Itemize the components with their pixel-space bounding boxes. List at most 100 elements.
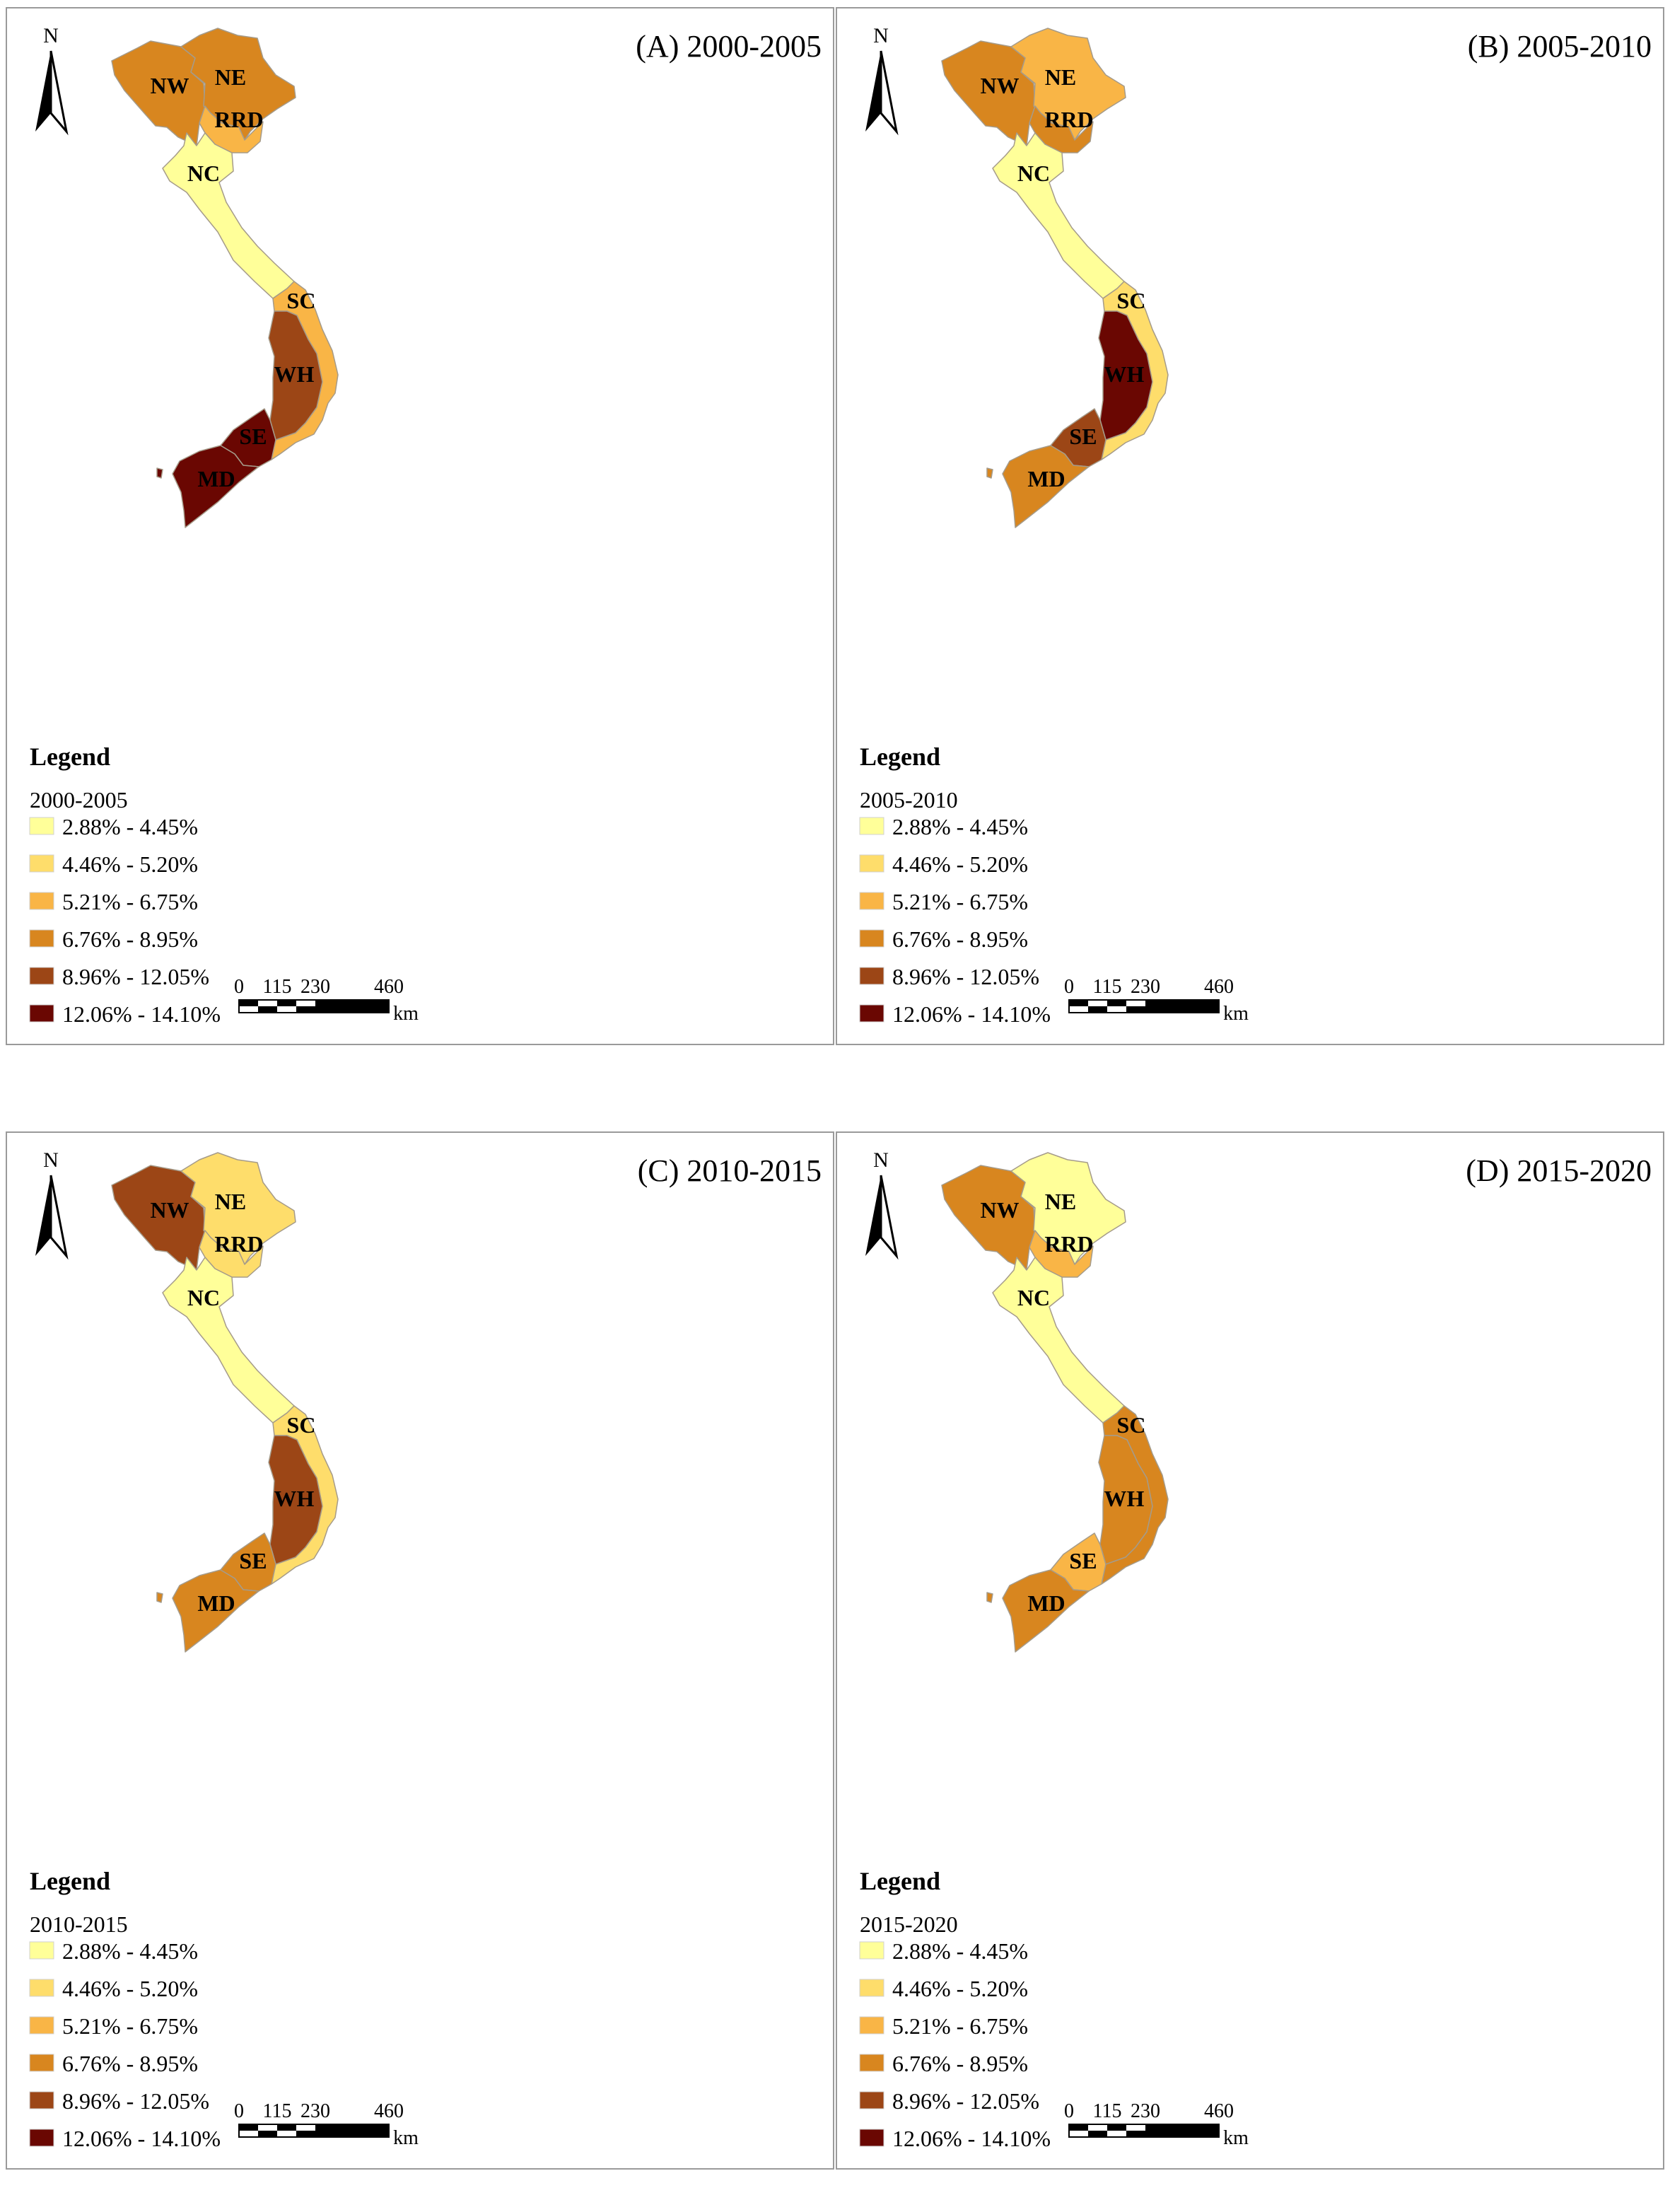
legend-item-label: 8.96% - 12.05% bbox=[62, 964, 209, 989]
map-panel-c: (C) 2010-2015 N NW NE RRD NC SC WH bbox=[6, 1131, 834, 2170]
legend-period: 2005-2010 bbox=[860, 787, 958, 813]
scale-tick-230: 230 bbox=[1131, 976, 1160, 998]
region-md bbox=[172, 445, 259, 528]
scale-tick-230: 230 bbox=[1131, 2100, 1160, 2122]
region-label-rrd: RRD bbox=[214, 107, 263, 132]
legend-swatch bbox=[29, 2016, 54, 2035]
map-panel-b: (B) 2005-2010 N NW NE RRD NC SC WH bbox=[836, 7, 1664, 1045]
scale-tick-115: 115 bbox=[1093, 976, 1122, 998]
scale-tick-460: 460 bbox=[1204, 2100, 1234, 2122]
region-label-wh: WH bbox=[274, 1486, 315, 1511]
north-arrow-icon: N bbox=[865, 24, 899, 136]
legend-item-label: 8.96% - 12.05% bbox=[62, 2088, 209, 2114]
scale-bar: 0 115 230 460 km bbox=[234, 976, 419, 1025]
region-label-nc: NC bbox=[187, 161, 220, 186]
map bbox=[111, 1152, 339, 1653]
legend-item-label: 6.76% - 8.95% bbox=[62, 2051, 198, 2076]
region-label-rrd: RRD bbox=[1044, 107, 1093, 132]
legend-swatch bbox=[859, 967, 884, 985]
map bbox=[111, 28, 339, 528]
region-wh bbox=[268, 1435, 323, 1565]
north-label: N bbox=[873, 24, 889, 47]
scale-unit: km bbox=[393, 1003, 419, 1025]
legend: Legend 2010-2015 2.88% - 4.45% 4.46% - 5.… bbox=[29, 1867, 221, 2151]
region-wh bbox=[268, 310, 323, 441]
legend-swatch bbox=[859, 929, 884, 948]
region-label-wh: WH bbox=[1104, 361, 1145, 387]
region-label-se: SE bbox=[1069, 424, 1097, 449]
region-label-sc: SC bbox=[1117, 1412, 1146, 1438]
region-label-md: MD bbox=[197, 466, 235, 491]
phu-quoc-island bbox=[986, 467, 993, 479]
region-label-sc: SC bbox=[1117, 288, 1146, 313]
legend-swatch bbox=[859, 854, 884, 873]
legend-item-label: 5.21% - 6.75% bbox=[62, 889, 198, 914]
region-label-nw: NW bbox=[150, 1197, 189, 1223]
legend-item-label: 4.46% - 5.20% bbox=[62, 1976, 198, 2001]
legend-swatch bbox=[29, 892, 54, 910]
panel-frame bbox=[836, 7, 1664, 1045]
legend-swatch bbox=[859, 1004, 884, 1023]
region-labels: NW NE RRD NC SC WH SE MD bbox=[150, 64, 315, 491]
legend-swatch bbox=[859, 892, 884, 910]
scale-bar: 0 115 230 460 km bbox=[1064, 2100, 1249, 2149]
legend-swatch bbox=[859, 2016, 884, 2035]
legend-title: Legend bbox=[860, 1867, 940, 1895]
region-wh bbox=[1098, 1435, 1153, 1565]
region-label-ne: NE bbox=[1045, 64, 1076, 90]
region-label-ne: NE bbox=[215, 1189, 246, 1214]
scale-tick-0: 0 bbox=[1064, 976, 1074, 998]
legend-swatch bbox=[29, 854, 54, 873]
legend-swatch bbox=[29, 1004, 54, 1023]
region-label-nc: NC bbox=[187, 1285, 220, 1310]
legend: Legend 2000-2005 2.88% - 4.45% 4.46% - 5.… bbox=[29, 743, 221, 1027]
legend-item-label: 4.46% - 5.20% bbox=[892, 851, 1028, 877]
legend-title: Legend bbox=[30, 743, 110, 771]
scale-unit: km bbox=[1223, 1003, 1249, 1025]
legend-swatch bbox=[859, 1979, 884, 1997]
north-arrow-icon: N bbox=[35, 24, 69, 136]
region-label-ne: NE bbox=[1045, 1189, 1076, 1214]
region-label-se: SE bbox=[239, 1548, 267, 1573]
region-labels: NW NE RRD NC SC WH SE MD bbox=[150, 1189, 315, 1616]
legend-swatch bbox=[859, 2129, 884, 2147]
region-label-ne: NE bbox=[215, 64, 246, 90]
legend-swatch bbox=[29, 817, 54, 835]
region-wh bbox=[1098, 310, 1153, 441]
panel-title: (A) 2000-2005 bbox=[636, 29, 822, 64]
legend-item-label: 2.88% - 4.45% bbox=[892, 1938, 1028, 1964]
legend-item-label: 6.76% - 8.95% bbox=[892, 2051, 1028, 2076]
north-label: N bbox=[43, 1148, 59, 1172]
panel-title: (B) 2005-2010 bbox=[1468, 29, 1652, 64]
region-md bbox=[1002, 1569, 1090, 1653]
scale-tick-460: 460 bbox=[1204, 976, 1234, 998]
legend-item-label: 6.76% - 8.95% bbox=[892, 926, 1028, 952]
legend-item-label: 2.88% - 4.45% bbox=[892, 814, 1028, 839]
region-label-rrd: RRD bbox=[1044, 1231, 1093, 1257]
region-label-rrd: RRD bbox=[214, 1231, 263, 1257]
map bbox=[941, 28, 1169, 528]
north-label: N bbox=[43, 24, 59, 47]
region-labels: NW NE RRD NC SC WH SE MD bbox=[980, 64, 1145, 491]
legend-item-label: 8.96% - 12.05% bbox=[892, 2088, 1039, 2114]
legend: Legend 2005-2010 2.88% - 4.45% 4.46% - 5.… bbox=[859, 743, 1051, 1027]
region-md bbox=[1002, 445, 1090, 528]
scale-tick-460: 460 bbox=[374, 976, 404, 998]
legend-swatch bbox=[29, 2054, 54, 2072]
region-label-md: MD bbox=[1027, 1590, 1065, 1616]
legend-item-label: 2.88% - 4.45% bbox=[62, 1938, 198, 1964]
scale-bar: 0 115 230 460 km bbox=[234, 2100, 419, 2149]
legend-swatch bbox=[29, 2129, 54, 2147]
scale-tick-0: 0 bbox=[234, 976, 244, 998]
scale-unit: km bbox=[393, 2127, 419, 2149]
region-md bbox=[172, 1569, 259, 1653]
map-panel-a: (A) 2000-2005 N NW NE RRD NC SC WH bbox=[6, 7, 834, 1045]
panel-frame bbox=[6, 1131, 834, 2170]
north-arrow-icon: N bbox=[865, 1148, 899, 1260]
legend-title: Legend bbox=[860, 743, 940, 771]
scale-tick-460: 460 bbox=[374, 2100, 404, 2122]
legend-title: Legend bbox=[30, 1867, 110, 1895]
legend-swatch bbox=[859, 2091, 884, 2109]
legend-swatch bbox=[29, 2091, 54, 2109]
map-panel-d: (D) 2015-2020 N NW NE RRD NC SC WH bbox=[836, 1131, 1664, 2170]
